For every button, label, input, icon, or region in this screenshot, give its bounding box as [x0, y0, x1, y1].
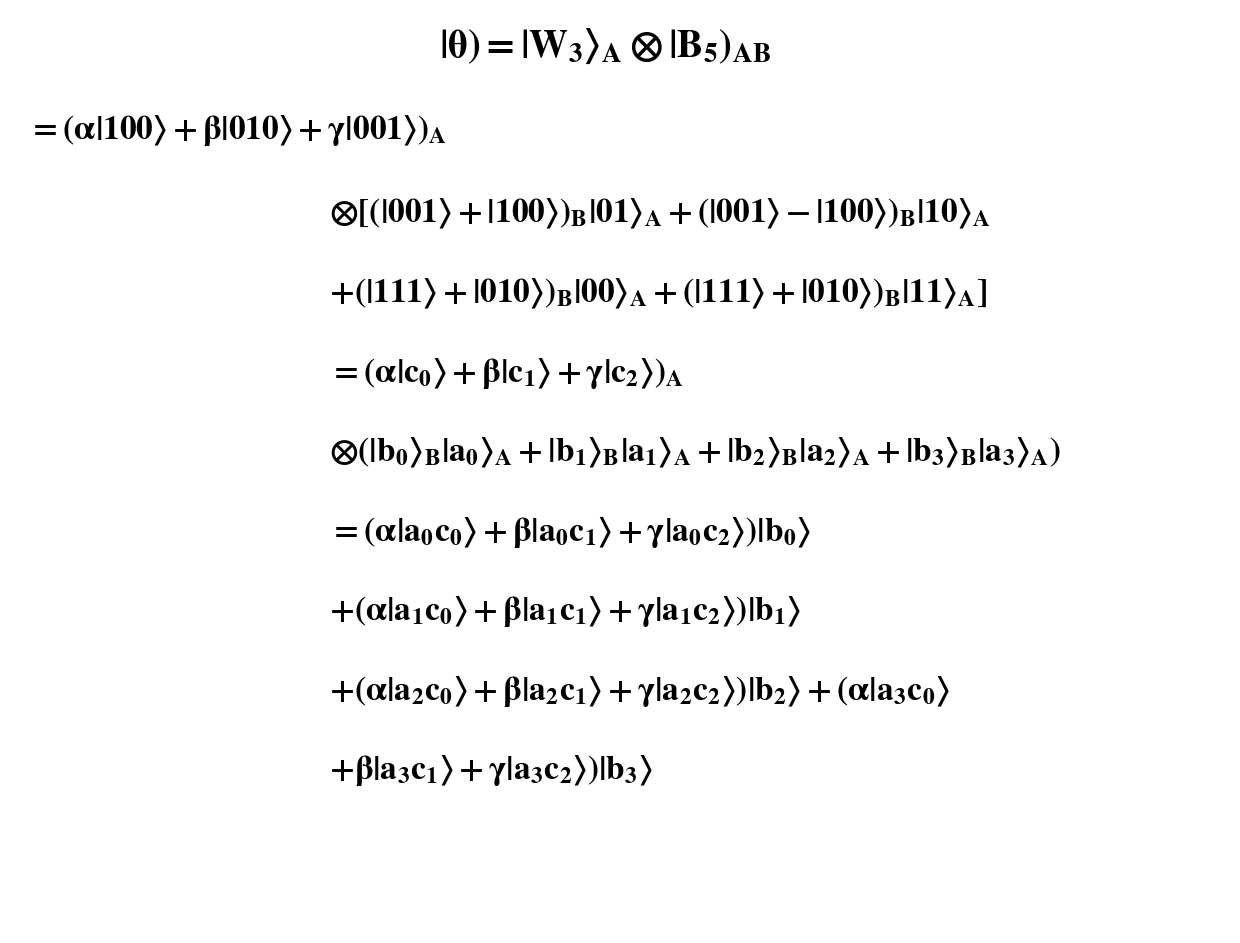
- Text: $\mathbf{= (\alpha|a_0c_0\rangle + \beta|a_0c_1\rangle + \gamma|a_0c_2\rangle)|b: $\mathbf{= (\alpha|a_0c_0\rangle + \beta…: [329, 515, 811, 550]
- Text: $\mathbf{\otimes (|b_0\rangle_B|a_0\rangle_A + |b_1\rangle_B|a_1\rangle_A + |b_2: $\mathbf{\otimes (|b_0\rangle_B|a_0\rang…: [329, 436, 1060, 470]
- Text: $\mathbf{\otimes [(|001\rangle + |100\rangle)_B|01\rangle_A + (|001\rangle - |10: $\mathbf{\otimes [(|001\rangle + |100\ra…: [329, 197, 991, 231]
- Text: $\mathbf{+ (|111\rangle + |010\rangle)_B|00\rangle_A + (|111\rangle + |010\rangl: $\mathbf{+ (|111\rangle + |010\rangle)_B…: [329, 277, 987, 311]
- Text: $\mathbf{+ (\alpha|a_2c_0\rangle + \beta|a_2c_1\rangle + \gamma|a_2c_2\rangle)|b: $\mathbf{+ (\alpha|a_2c_0\rangle + \beta…: [329, 673, 950, 708]
- Text: $\mathbf{+ \beta|a_3c_1\rangle + \gamma|a_3c_2\rangle)|b_3\rangle}$: $\mathbf{+ \beta|a_3c_1\rangle + \gamma|…: [329, 753, 652, 788]
- Text: $\mathbf{= (\alpha|100\rangle + \beta|010\rangle + \gamma|001\rangle)_A}$: $\mathbf{= (\alpha|100\rangle + \beta|01…: [29, 113, 448, 148]
- Text: $\mathbf{= (\alpha|c_0\rangle + \beta|c_1\rangle + \gamma|c_2\rangle)_A}$: $\mathbf{= (\alpha|c_0\rangle + \beta|c_…: [329, 356, 683, 390]
- Text: $\mathbf{+ (\alpha|a_1c_0\rangle + \beta|a_1c_1\rangle + \gamma|a_1c_2\rangle)|b: $\mathbf{+ (\alpha|a_1c_0\rangle + \beta…: [329, 594, 801, 629]
- Text: $\mathbf{|\theta) = |W_3\rangle_A \otimes |B_5)_{AB}}$: $\mathbf{|\theta) = |W_3\rangle_A \otime…: [439, 26, 771, 66]
